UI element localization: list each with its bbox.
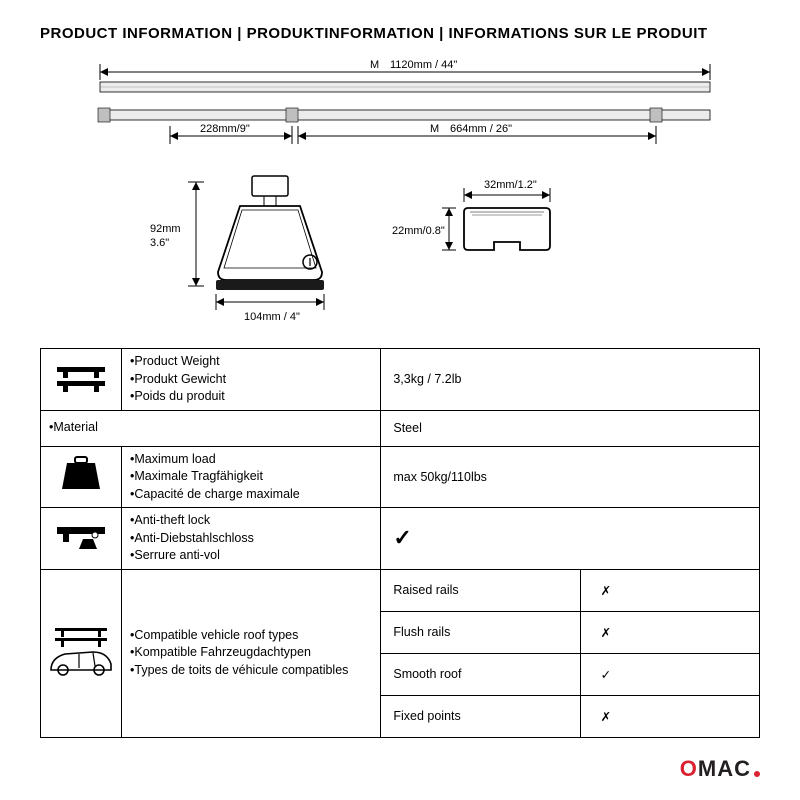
antitheft-icon bbox=[41, 508, 122, 570]
foot-height-mm: 92mm bbox=[150, 223, 181, 235]
compat-fixed-label: Fixed points bbox=[381, 695, 580, 737]
antitheft-labels: Anti-theft lock Anti-Diebstahlschloss Se… bbox=[122, 508, 381, 570]
material-label: Material bbox=[41, 410, 381, 446]
weight-icon bbox=[41, 349, 122, 411]
foot-bracket: 92mm 3.6" 104mm / 4" bbox=[150, 176, 324, 323]
spec-table: Product Weight Produkt Gewicht Poids du … bbox=[40, 348, 760, 738]
top-bar-dimension: M 1120mm / 44" bbox=[100, 59, 710, 92]
compat-labels: Compatible vehicle roof types Kompatible… bbox=[122, 569, 381, 737]
weight-value: 3,3kg / 7.2lb bbox=[381, 349, 760, 411]
foot-height-in: 3.6" bbox=[150, 237, 169, 249]
second-bar-group: 228mm/9" M 664mm / 26" bbox=[98, 108, 710, 144]
profile-height: 22mm/0.8" bbox=[392, 225, 445, 237]
brand-dot-icon bbox=[754, 771, 760, 777]
profile-section: 32mm/1.2" 22mm/0.8" bbox=[392, 179, 550, 250]
brand-o: O bbox=[680, 756, 698, 782]
compat-raised-mark: ✗ bbox=[580, 569, 759, 611]
compat-raised-label: Raised rails bbox=[381, 569, 580, 611]
row-compat-raised: Compatible vehicle roof types Kompatible… bbox=[41, 569, 760, 611]
antitheft-value: ✓ bbox=[381, 508, 760, 570]
compat-smooth-mark: ✓ bbox=[580, 653, 759, 695]
brand-rest: MAC bbox=[698, 756, 751, 782]
weight-labels: Product Weight Produkt Gewicht Poids du … bbox=[122, 349, 381, 411]
row-maxload: Maximum load Maximale Tragfähigkeit Capa… bbox=[41, 446, 760, 508]
top-bar-prefix: M bbox=[370, 59, 379, 71]
maxload-icon bbox=[41, 446, 122, 508]
top-bar-length: 1120mm / 44" bbox=[390, 59, 457, 71]
row-material: Material Steel bbox=[41, 410, 760, 446]
brand-logo: OMAC bbox=[680, 756, 760, 782]
compat-smooth-label: Smooth roof bbox=[381, 653, 580, 695]
compat-icon bbox=[41, 569, 122, 737]
foot-width: 104mm / 4" bbox=[244, 311, 300, 323]
dimension-diagram: M 1120mm / 44" 228mm/9" M 664mm / 26" bbox=[40, 56, 760, 346]
mid-center-length: 664mm / 26" bbox=[450, 123, 512, 135]
row-weight: Product Weight Produkt Gewicht Poids du … bbox=[41, 349, 760, 411]
material-value: Steel bbox=[381, 410, 760, 446]
mid-center-prefix: M bbox=[430, 123, 439, 135]
maxload-value: max 50kg/110lbs bbox=[381, 446, 760, 508]
maxload-labels: Maximum load Maximale Tragfähigkeit Capa… bbox=[122, 446, 381, 508]
compat-flush-mark: ✗ bbox=[580, 611, 759, 653]
mid-left-dim: 228mm/9" bbox=[200, 123, 250, 135]
profile-width: 32mm/1.2" bbox=[484, 179, 537, 191]
page-title: PRODUCT INFORMATION | PRODUKTINFORMATION… bbox=[40, 25, 760, 42]
compat-flush-label: Flush rails bbox=[381, 611, 580, 653]
row-antitheft: Anti-theft lock Anti-Diebstahlschloss Se… bbox=[41, 508, 760, 570]
compat-fixed-mark: ✗ bbox=[580, 695, 759, 737]
